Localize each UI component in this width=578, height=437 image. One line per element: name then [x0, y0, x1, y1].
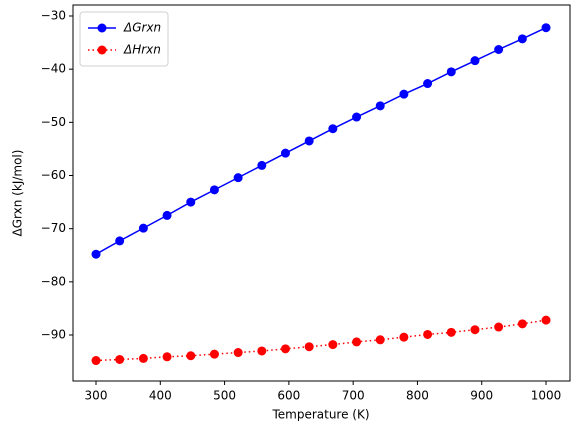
y-tick-label: −30: [41, 9, 66, 23]
data-point: [304, 342, 314, 352]
data-point: [423, 79, 433, 89]
data-point: [328, 340, 338, 350]
data-point: [138, 223, 148, 233]
data-point: [375, 101, 385, 111]
data-point: [115, 236, 125, 246]
data-point: [494, 322, 504, 332]
plot-frame: [72, 4, 571, 382]
data-point: [517, 34, 527, 44]
data-point: [233, 173, 243, 183]
x-tick-label: 1000: [531, 389, 562, 403]
data-point: [352, 112, 362, 122]
data-point: [162, 352, 172, 362]
data-point: [541, 23, 551, 33]
data-point: [399, 89, 409, 99]
x-axis-label: Temperature (K): [271, 408, 369, 422]
y-tick-label: −50: [41, 115, 66, 129]
data-point: [494, 45, 504, 55]
data-point: [446, 67, 456, 77]
data-point: [446, 327, 456, 337]
data-point: [257, 346, 267, 356]
data-point: [162, 210, 172, 220]
data-point: [138, 353, 148, 363]
y-tick-label: −40: [41, 62, 66, 76]
y-tick-label: −90: [41, 328, 66, 342]
x-tick-label: 400: [149, 389, 172, 403]
x-tick-label: 600: [277, 389, 300, 403]
legend-label: ΔGrxn: [123, 21, 161, 35]
data-point: [470, 56, 480, 66]
data-point: [423, 329, 433, 339]
data-point: [304, 136, 314, 146]
data-point: [470, 325, 480, 335]
data-point: [257, 160, 267, 170]
data-point: [517, 319, 527, 329]
legend-marker: [97, 45, 107, 55]
x-tick-label: 800: [406, 389, 429, 403]
data-point: [115, 354, 125, 364]
data-point: [209, 349, 219, 359]
x-tick-label: 300: [85, 389, 108, 403]
data-point: [209, 185, 219, 195]
x-tick-label: 500: [213, 389, 236, 403]
y-tick-label: −60: [41, 168, 66, 182]
data-point: [352, 337, 362, 347]
data-point: [375, 335, 385, 345]
data-point: [399, 332, 409, 342]
data-point: [280, 148, 290, 158]
series-line: [95, 319, 547, 362]
y-axis-label: ΔGrxn (kJ/mol): [11, 150, 25, 237]
data-point: [541, 315, 551, 325]
x-tick-label: 700: [342, 389, 365, 403]
y-tick-label: −80: [41, 274, 66, 288]
data-point: [328, 124, 338, 134]
data-point: [91, 249, 101, 259]
data-point: [186, 351, 196, 361]
legend-marker: [97, 23, 107, 33]
legend-label: ΔHrxn: [123, 43, 161, 57]
data-point: [186, 197, 196, 207]
data-point: [233, 348, 243, 358]
y-tick-label: −70: [41, 221, 66, 235]
data-point: [280, 344, 290, 354]
x-tick-label: 900: [470, 389, 493, 403]
data-point: [91, 356, 101, 366]
